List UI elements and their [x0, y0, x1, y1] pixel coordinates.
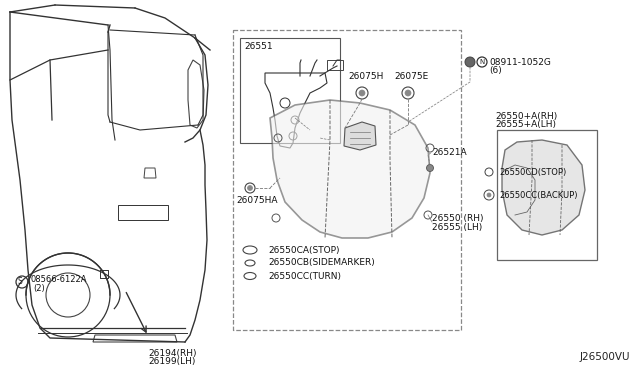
Circle shape: [359, 90, 365, 96]
Circle shape: [405, 90, 411, 96]
Text: S: S: [18, 276, 22, 285]
Text: 26199(LH): 26199(LH): [148, 357, 195, 366]
Polygon shape: [270, 100, 430, 238]
Text: 26555 (LH): 26555 (LH): [432, 222, 483, 231]
Text: J26500VU: J26500VU: [579, 352, 630, 362]
Polygon shape: [502, 140, 585, 235]
Text: 26550CC(BACKUP): 26550CC(BACKUP): [499, 190, 577, 199]
Text: (6): (6): [489, 66, 502, 75]
Bar: [240, 38, 340, 143]
Text: 26555+A(LH): 26555+A(LH): [495, 120, 556, 129]
Text: 26550+A(RH): 26550+A(RH): [495, 112, 557, 121]
Circle shape: [487, 193, 491, 197]
Text: 26075H: 26075H: [348, 72, 383, 81]
Circle shape: [248, 186, 253, 190]
Bar: [497, 130, 597, 260]
Text: 26550CC(TURN): 26550CC(TURN): [268, 272, 341, 280]
Text: 26550CD(STOP): 26550CD(STOP): [499, 167, 566, 176]
Text: 26194(RH): 26194(RH): [148, 349, 196, 358]
Text: 26550CB(SIDEMARKER): 26550CB(SIDEMARKER): [268, 259, 375, 267]
Text: 26550 (RH): 26550 (RH): [432, 214, 483, 222]
Text: (2): (2): [33, 285, 45, 294]
Text: 26075E: 26075E: [394, 72, 428, 81]
Circle shape: [465, 57, 475, 67]
Text: 26550CA(STOP): 26550CA(STOP): [268, 246, 339, 254]
Text: N: N: [479, 59, 484, 65]
Text: 26075HA: 26075HA: [236, 196, 278, 205]
Text: 26551: 26551: [244, 42, 273, 51]
Text: 26521A: 26521A: [432, 148, 467, 157]
Circle shape: [426, 164, 433, 171]
Text: 08566-6122A: 08566-6122A: [30, 276, 86, 285]
Polygon shape: [344, 122, 376, 150]
Bar: [233, 30, 461, 330]
Text: 08911-1052G: 08911-1052G: [489, 58, 551, 67]
